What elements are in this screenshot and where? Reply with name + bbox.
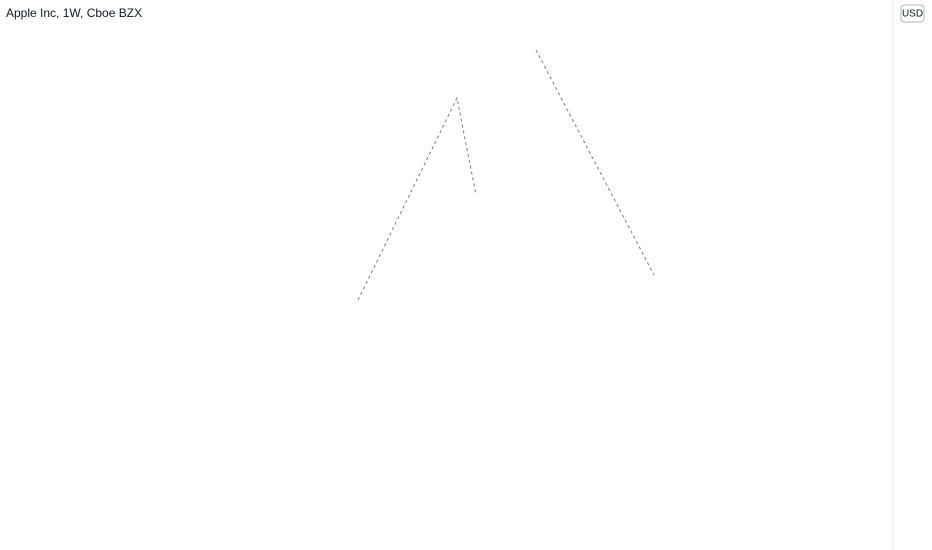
currency-box[interactable] (900, 4, 925, 23)
chart-title: Apple Inc, 1W, Cboe BZX (6, 6, 142, 20)
trend-line (535, 49, 655, 276)
trend-line (357, 96, 477, 301)
currency[interactable]: USD (902, 9, 923, 20)
